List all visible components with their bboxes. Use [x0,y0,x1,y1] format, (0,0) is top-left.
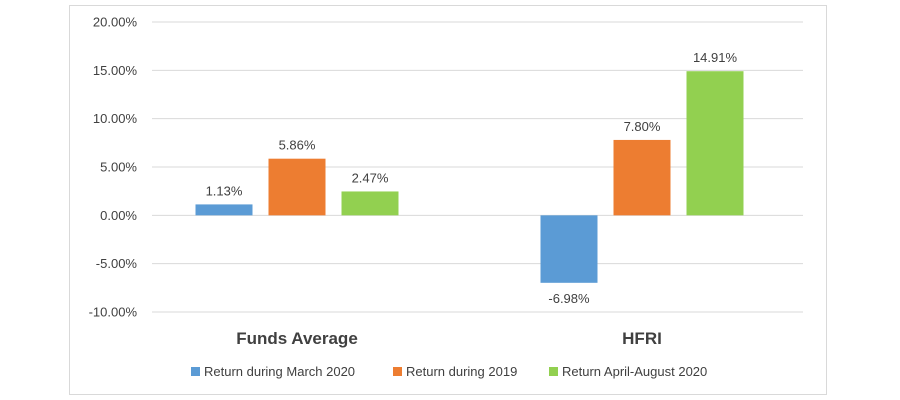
y-tick-label: 20.00% [93,15,138,30]
data-label: 2.47% [352,170,389,185]
category-label: Funds Average [236,329,358,348]
bar [195,204,253,216]
bar [341,191,399,216]
data-label: 7.80% [624,119,661,134]
y-tick-label: -10.00% [89,305,138,320]
category-label: HFRI [622,329,662,348]
bar [540,215,598,283]
y-tick-label: -5.00% [96,256,138,271]
bar [268,158,326,216]
y-tick-label: 5.00% [100,160,137,175]
data-label: -6.98% [548,291,590,306]
y-tick-label: 0.00% [100,208,137,223]
legend-label: Return during March 2020 [204,364,355,379]
legend-label: Return during 2019 [406,364,517,379]
data-label: 1.13% [206,183,243,198]
bar [686,71,744,216]
legend-label: Return April-August 2020 [562,364,707,379]
legend-swatch [393,367,402,376]
y-tick-label: 10.00% [93,111,138,126]
legend-swatch [549,367,558,376]
data-label: 14.91% [693,50,738,65]
bar [613,139,671,216]
legend-swatch [191,367,200,376]
data-label: 5.86% [279,138,316,153]
y-tick-label: 15.00% [93,63,138,78]
